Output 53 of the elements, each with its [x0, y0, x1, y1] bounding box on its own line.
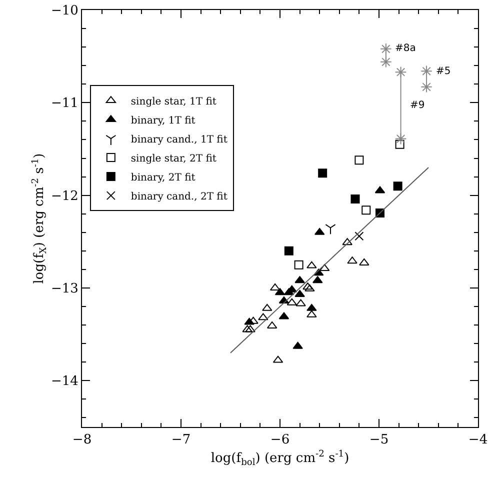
legend-label: binary cand., 1T fit	[130, 134, 228, 146]
point	[306, 304, 317, 311]
point	[395, 140, 404, 149]
point	[354, 232, 364, 241]
point	[380, 43, 392, 55]
point	[294, 290, 305, 297]
legend-label: single star, 2T fit	[130, 153, 216, 164]
x-tick-label: −5	[369, 432, 389, 448]
x-tick-label: −4	[468, 432, 488, 448]
y-tick-label: −14	[50, 374, 78, 390]
point	[258, 313, 268, 320]
point	[302, 282, 313, 290]
y-tick-label: −10	[50, 4, 78, 19]
point	[380, 56, 392, 68]
x-tick-label: −8	[72, 432, 92, 448]
y-tick-label: −12	[50, 188, 78, 204]
annotation: #8a	[395, 43, 416, 54]
legend-label: binary, 2T fit	[130, 172, 196, 184]
point	[306, 310, 317, 318]
legend-label: binary, 1T fit	[130, 115, 196, 126]
legend-label: single star, 1T fit	[130, 96, 216, 108]
point	[362, 206, 371, 215]
point	[312, 276, 323, 284]
point	[262, 304, 272, 311]
point	[393, 182, 402, 191]
annotation: #9	[410, 100, 425, 111]
y-tick-label: −11	[50, 96, 78, 112]
y-tick-label: −13	[50, 282, 78, 297]
legend-label: binary cand., 2T fit	[130, 191, 228, 202]
x-tick-label: −7	[171, 432, 191, 448]
point	[286, 298, 297, 306]
point	[350, 194, 360, 204]
point	[245, 325, 256, 332]
point	[394, 132, 407, 145]
point	[296, 299, 306, 306]
point	[292, 342, 303, 349]
point	[294, 276, 305, 284]
point	[420, 81, 432, 93]
point	[306, 261, 317, 268]
point	[394, 66, 407, 78]
point	[294, 260, 304, 270]
point	[318, 168, 328, 178]
point	[244, 318, 254, 325]
point	[359, 258, 370, 266]
annotation: #5	[436, 66, 451, 77]
point	[347, 256, 358, 264]
point	[284, 246, 294, 256]
point	[242, 325, 252, 332]
x-tick-label: −6	[270, 432, 290, 448]
point	[342, 238, 352, 246]
x-axis-title: log(f$_{bol}$) (erg cm$^{-2}$ s$^{-1}$)	[210, 450, 350, 468]
point	[354, 156, 364, 165]
point	[304, 284, 315, 292]
